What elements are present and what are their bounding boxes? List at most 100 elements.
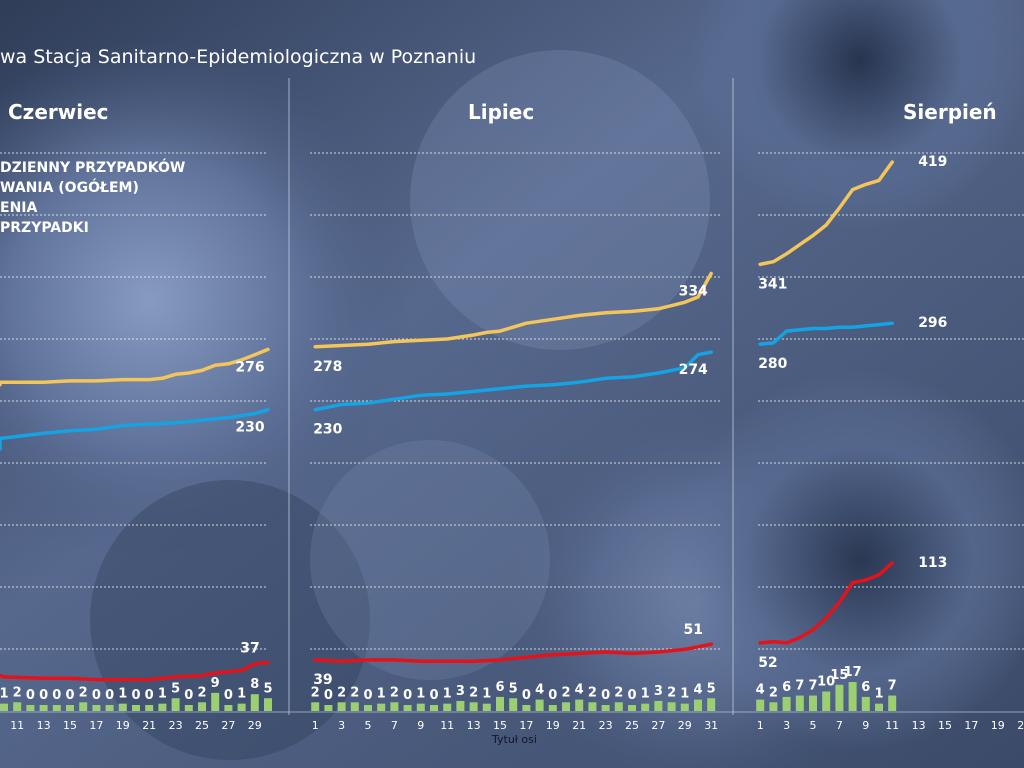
daily-bar xyxy=(337,702,346,711)
x-tick-label: 13 xyxy=(912,719,926,732)
daily-bar-label: 1 xyxy=(416,687,425,702)
series-start-label: 230 xyxy=(313,422,342,438)
series-line-recovered xyxy=(758,321,894,346)
daily-bar-label: 5 xyxy=(707,681,716,696)
daily-bar xyxy=(118,703,127,711)
daily-bar xyxy=(350,702,359,711)
series-start-label: 278 xyxy=(313,359,342,375)
daily-bar xyxy=(575,699,584,711)
daily-bar-label: 2 xyxy=(614,685,623,700)
x-tick-label: 23 xyxy=(599,719,613,732)
daily-bar xyxy=(145,705,154,711)
daily-bar-label: 4 xyxy=(693,683,702,698)
daily-bar xyxy=(105,705,114,711)
daily-bar xyxy=(522,705,531,711)
daily-bar xyxy=(769,702,778,711)
legend-item-daily: DZIENNY PRZYPADKÓW xyxy=(0,160,186,176)
x-tick-label: 15 xyxy=(493,719,507,732)
daily-bar xyxy=(443,703,452,711)
daily-bar-label: 7 xyxy=(795,679,804,694)
daily-bar xyxy=(835,684,844,711)
daily-bar xyxy=(250,694,259,711)
x-tick-label: 5 xyxy=(810,719,817,732)
daily-bar xyxy=(875,703,883,711)
daily-bar xyxy=(158,703,167,711)
x-tick-label: 17 xyxy=(89,719,103,732)
daily-bar xyxy=(861,696,870,711)
series-line-deaths xyxy=(313,642,713,663)
series-start-label: 52 xyxy=(758,655,777,671)
series-end-label: 37 xyxy=(240,641,259,657)
daily-bar-label: 0 xyxy=(403,688,412,703)
panel-dividers xyxy=(0,78,1024,715)
daily-bar-label: 1 xyxy=(377,687,386,702)
daily-bar-label: 2 xyxy=(769,685,778,700)
daily-bar-label: 2 xyxy=(561,685,570,700)
series-line-recovered xyxy=(0,407,270,451)
daily-bar-label: 3 xyxy=(654,684,663,699)
daily-bar xyxy=(601,705,610,711)
series-end-label: 51 xyxy=(683,622,702,638)
legend-item-deaths: ENIA xyxy=(0,200,38,216)
daily-bar-label: 1 xyxy=(118,687,127,702)
daily-bar-label: 1 xyxy=(158,687,167,702)
series-line-deaths xyxy=(758,561,894,645)
x-tick-label: 21 xyxy=(572,719,586,732)
daily-bar-label: 0 xyxy=(145,688,154,703)
daily-bar xyxy=(822,691,831,711)
x-tick-label: 13 xyxy=(37,719,51,732)
x-tick-label: 9 xyxy=(417,719,424,732)
gridlines xyxy=(0,152,1024,650)
daily-bar-label: 6 xyxy=(782,680,791,695)
x-tick-label: 15 xyxy=(938,719,952,732)
daily-bar-label: 1 xyxy=(482,687,491,702)
daily-bar xyxy=(588,702,597,711)
x-tick-label: 13 xyxy=(467,719,481,732)
series-start-label: 280 xyxy=(758,356,787,372)
x-tick-label: 21 xyxy=(142,719,156,732)
daily-bar xyxy=(403,705,412,711)
daily-bar xyxy=(795,695,804,711)
daily-bar xyxy=(184,705,193,711)
x-tick-label: 3 xyxy=(783,719,790,732)
series-start-label: 39 xyxy=(313,672,332,688)
x-tick-label: 23 xyxy=(169,719,183,732)
daily-bar-label: 0 xyxy=(522,688,531,703)
daily-bar xyxy=(782,696,791,711)
x-tick-label: 27 xyxy=(221,719,235,732)
daily-bar xyxy=(628,705,636,711)
month-title-sierpien: Sierpień xyxy=(903,100,997,124)
daily-bar xyxy=(707,698,716,711)
x-tick-label: 27 xyxy=(651,719,665,732)
daily-bar xyxy=(171,698,180,711)
daily-bar-label: 1 xyxy=(874,687,883,702)
daily-bar xyxy=(548,705,557,711)
daily-bar-label: 0 xyxy=(92,688,101,703)
daily-bar-label: 0 xyxy=(224,688,233,703)
series-end-label: 113 xyxy=(918,555,947,571)
series-line-cases_total xyxy=(0,347,270,387)
daily-bar xyxy=(809,695,817,711)
daily-bar xyxy=(211,692,220,711)
daily-bar xyxy=(654,700,663,711)
x-tick-label: 25 xyxy=(195,719,209,732)
daily-bar-label: 1 xyxy=(680,687,689,702)
daily-bar xyxy=(324,705,333,711)
daily-bar-label: 1 xyxy=(237,687,246,702)
daily-bar xyxy=(562,702,570,711)
x-tick-label: 3 xyxy=(338,719,345,732)
daily-bar-label: 0 xyxy=(105,688,114,703)
series-end-label: 274 xyxy=(679,362,708,378)
x-tick-label: 1 xyxy=(757,719,764,732)
daily-bar-label: 2 xyxy=(667,685,676,700)
legend: DZIENNY PRZYPADKÓW WANIA (OGÓŁEM) ENIA P… xyxy=(0,158,185,238)
daily-bar-label: 1 xyxy=(0,687,9,702)
x-tick-label: 17 xyxy=(519,719,533,732)
daily-bar-label: 17 xyxy=(844,665,862,680)
daily-bar xyxy=(667,702,676,711)
series-line-cases_total xyxy=(313,271,713,349)
daily-bar xyxy=(364,705,372,711)
daily-bar xyxy=(496,696,504,711)
